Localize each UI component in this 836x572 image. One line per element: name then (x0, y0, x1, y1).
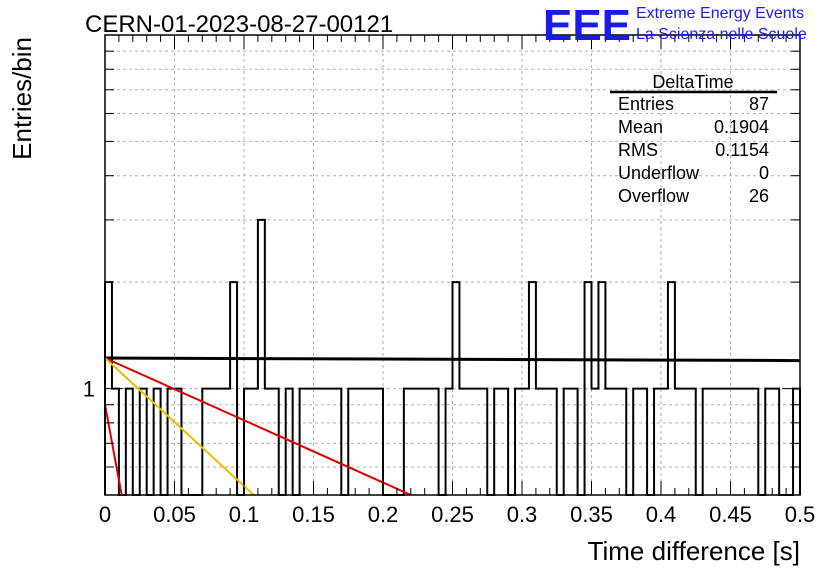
x-tick-label: 0.5 (785, 502, 816, 527)
x-tick-label: 0.45 (709, 502, 752, 527)
stats-value-rms: 0.1154 (715, 140, 769, 160)
x-tick-label: 0.15 (292, 502, 335, 527)
x-tick-label: 0.2 (368, 502, 399, 527)
x-tick-label: 0.25 (431, 502, 474, 527)
stats-title: DeltaTime (652, 72, 733, 92)
eee-logo: EEE (543, 1, 631, 50)
y-tick-label: 1 (83, 377, 95, 402)
run-title: CERN-01-2023-08-27-00121 (85, 11, 393, 38)
stats-label-rms: RMS (618, 140, 658, 160)
x-tick-label: 0.05 (153, 502, 196, 527)
fit-lines (104, 356, 801, 496)
x-axis-title: Time difference [s] (588, 536, 800, 566)
fit-line-red (104, 404, 123, 496)
x-tick-label: 0 (99, 502, 111, 527)
stats-label-overflow: Overflow (618, 186, 690, 206)
x-tick-label: 0.3 (507, 502, 538, 527)
histogram (104, 218, 801, 496)
stats-value-overflow: 26 (749, 186, 769, 206)
fit-line-black (104, 356, 801, 363)
y-axis-title: Entries/bin (7, 37, 37, 160)
stats-value-underflow: 0 (759, 163, 769, 183)
project-line-1: Extreme Energy Events (636, 5, 804, 22)
x-axis-ticks: 0 0.05 0.1 0.15 0.2 0.25 0.3 0.35 0.4 0.45 0.5 (99, 35, 815, 527)
stats-label-entries: Entries (618, 94, 674, 114)
stats-label-underflow: Underflow (618, 163, 700, 183)
stats-value-mean: 0.1904 (714, 117, 769, 137)
plot-frame (104, 34, 801, 496)
fit-line-yellow (104, 357, 255, 496)
stats-value-entries: 87 (749, 94, 769, 114)
x-tick-label: 0.4 (646, 502, 677, 527)
histogram-outline (104, 218, 801, 496)
x-tick-label: 0.1 (229, 502, 260, 527)
x-tick-label: 0.35 (570, 502, 613, 527)
stats-box: DeltaTime Entries 87 Mean 0.1904 RMS 0.1… (610, 72, 777, 206)
stats-label-mean: Mean (618, 117, 663, 137)
fit-line-red (104, 357, 412, 496)
project-line-2: La Scienza nelle Scuole (636, 26, 807, 43)
